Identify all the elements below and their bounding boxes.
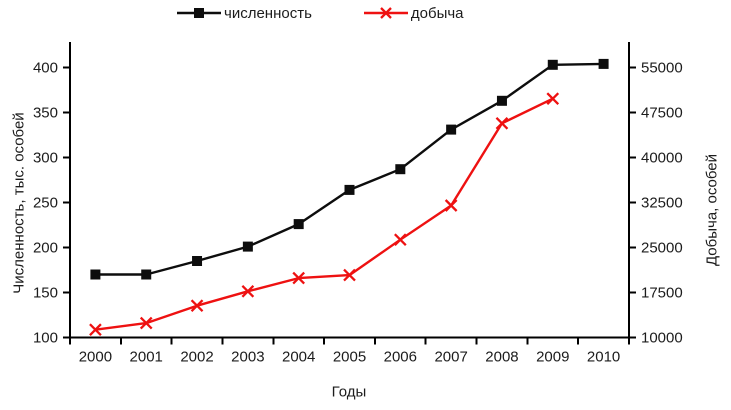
left-axis-tick-label: 350 [33,105,58,122]
x-axis-tick-label: 2001 [130,349,163,366]
marker-square-численность [446,124,457,135]
legend: численность добыча [177,4,464,22]
right-axis-tick-label: 17500 [641,285,683,302]
marker-square-численность [242,241,253,252]
left-axis-tick-label: 150 [33,285,58,302]
legend-item-chislennost: численность [177,5,312,22]
right-axis-tick-label: 32500 [641,195,683,212]
legend-label-dobycha: добыча [410,4,464,22]
marker-square-численность [141,269,152,280]
left-axis-tick-label: 250 [33,195,58,212]
marker-x-добыча [495,116,509,130]
marker-x-добыча [241,284,255,298]
marker-square-численность [496,95,507,106]
left-axis-tick-label: 200 [33,240,58,257]
marker-x-добыча [292,271,305,285]
legend-item-dobycha: добыча [363,4,464,22]
marker-square-численность [547,59,558,70]
marker-x-добыча [444,199,458,212]
line-x-marker-icon [363,7,408,19]
marker-x-добыча [89,323,102,337]
x-axis-tick-label: 2004 [282,349,315,366]
right-axis-tick-label: 10000 [641,330,683,347]
marker-x-добыча [190,299,204,313]
marker-square-численность [192,256,203,266]
x-axis-tick-label: 2006 [384,349,417,366]
series-line-численность [95,62,604,276]
left-axis-title: Численность, тыс. особей [10,112,28,294]
x-axis-tick-label: 2010 [587,349,620,366]
left-axis-tick-label: 300 [33,150,58,167]
x-axis-tick-label: 2007 [434,349,467,366]
marker-x-добыча [394,233,407,247]
x-axis-tick-label: 2003 [231,349,264,366]
x-axis-tick-label: 2002 [180,349,213,366]
series-line-добыча [95,97,554,331]
right-axis-tick-label: 25000 [641,240,683,257]
x-axis-tick-label: 2005 [333,349,366,366]
right-axis-tick-label: 47500 [641,105,683,122]
x-axis-title: Годы [331,383,367,401]
left-axis-tick-label: 100 [33,330,58,347]
x-axis-tick-label: 2000 [79,349,112,366]
marker-square-численность [598,58,609,69]
marker-x-добыча [546,92,560,106]
marker-square-численность [90,269,101,280]
line-square-marker-icon [177,8,221,18]
x-axis-tick-label: 2008 [485,349,518,366]
right-axis-tick-label: 55000 [641,60,683,77]
marker-x-добыча [139,316,153,330]
right-axis-tick-label: 40000 [641,150,683,167]
legend-label-chislennost: численность [224,4,312,22]
right-axis-title: Добыча, особей [703,153,721,267]
marker-square-численность [395,164,406,175]
left-axis-tick-label: 400 [33,60,58,77]
marker-x-добыча [343,268,356,282]
x-axis-tick-label: 2009 [536,349,569,366]
marker-square-численность [344,184,355,195]
marker-square-численность [293,219,304,230]
